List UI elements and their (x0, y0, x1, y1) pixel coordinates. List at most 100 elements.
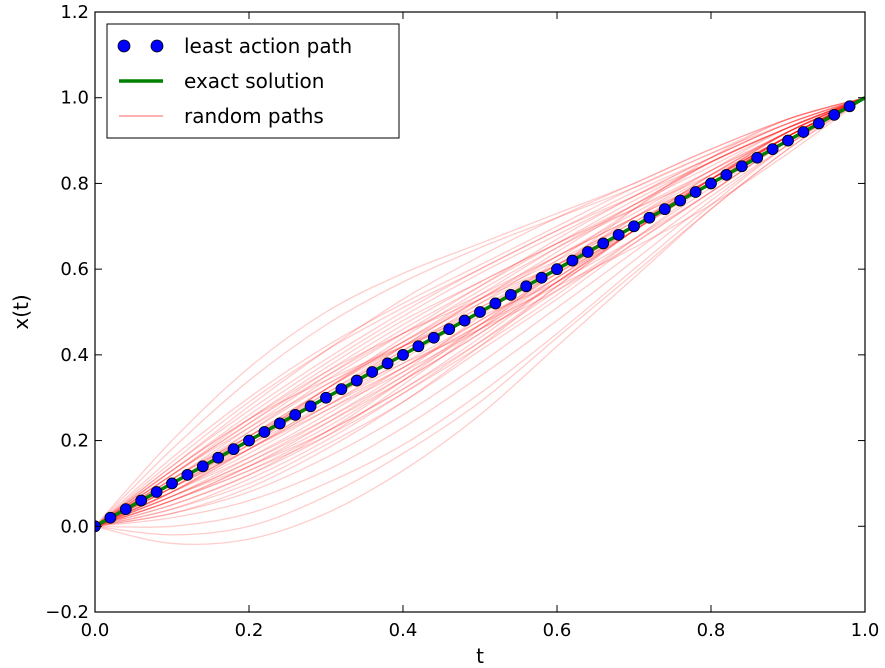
random-path-line (95, 97, 865, 527)
plot-frame (94, 11, 866, 613)
least-action-point (612, 228, 625, 241)
x-tick-label: 0.6 (543, 620, 572, 641)
random-path-line (95, 97, 865, 527)
least-action-point (104, 511, 117, 524)
least-action-point (458, 314, 471, 327)
least-action-point (412, 340, 425, 353)
least-action-point (520, 280, 533, 293)
least-action-point (443, 323, 456, 336)
least-action-point (381, 357, 394, 370)
least-action-point (658, 203, 671, 216)
random-path-line (95, 97, 865, 527)
least-action-point (427, 331, 440, 344)
least-action-point (720, 168, 733, 181)
least-action-point (273, 417, 286, 430)
random-path-line (95, 97, 865, 527)
random-path-line (95, 97, 865, 527)
random-path-line (95, 97, 865, 527)
random-path-line (95, 97, 865, 527)
random-path-line (95, 97, 865, 527)
least-action-point (628, 220, 640, 233)
least-action-point (166, 477, 178, 490)
least-action-point (350, 374, 363, 387)
least-action-point (366, 366, 379, 378)
least-action-point (227, 443, 240, 456)
least-action-point (304, 400, 317, 413)
least-action-point (643, 211, 656, 224)
legend-marker (150, 39, 164, 53)
x-tick-label: 0.8 (697, 620, 726, 641)
least-action-point (150, 486, 163, 498)
x-axis: 0.0 0.2 0.4 0.6 0.8 1.0 (81, 12, 880, 641)
x-tick-label: 0.0 (81, 620, 110, 641)
y-tick-label: 0.2 (60, 431, 89, 452)
least-action-point (212, 451, 225, 464)
legend-entry-exact-solution: exact solution (119, 69, 324, 93)
random-path-line (95, 97, 865, 527)
x-tick-label: 0.2 (235, 620, 264, 641)
random-paths-series (95, 97, 865, 546)
random-path-line (95, 97, 865, 527)
least-action-point (766, 143, 779, 156)
legend-label: least action path (184, 34, 352, 58)
random-path-line (95, 97, 865, 527)
x-tick-label: 0.4 (389, 620, 418, 641)
random-path-line (95, 97, 865, 527)
y-tick-label: −0.2 (45, 602, 89, 623)
legend: least action path exact solution random … (106, 23, 400, 139)
legend-label: exact solution (184, 69, 324, 93)
random-path-line (95, 97, 865, 536)
least-action-point (751, 151, 764, 164)
least-action-point (135, 494, 148, 507)
least-action-point (258, 426, 271, 438)
random-path-line (95, 97, 865, 527)
y-tick-label: 0.0 (60, 516, 89, 537)
y-tick-label: 0.8 (60, 173, 89, 194)
random-path-line (95, 97, 865, 527)
y-tick-label: 0.4 (60, 345, 89, 366)
least-action-point (828, 108, 841, 121)
least-action-point (689, 186, 702, 198)
least-action-path-series (95, 100, 856, 533)
least-action-point (782, 134, 794, 147)
least-action-point (535, 271, 548, 284)
y-axis-label: x(t) (9, 294, 33, 329)
random-path-line (95, 97, 865, 527)
least-action-point (504, 288, 517, 301)
least-action-point (735, 160, 748, 173)
least-action-point (705, 177, 717, 190)
random-path-line (95, 97, 865, 527)
least-action-point (674, 194, 687, 207)
least-action-point (489, 297, 502, 310)
least-action-point (797, 126, 810, 138)
random-path-line (95, 97, 865, 527)
least-action-point (243, 434, 255, 447)
least-action-point (474, 306, 486, 318)
legend-entry-random-paths: random paths (119, 104, 324, 128)
random-path-line (95, 97, 865, 527)
random-path-line (95, 97, 865, 546)
y-tick-label: 1.0 (60, 88, 89, 109)
x-axis-label: t (476, 644, 484, 668)
least-action-point (119, 503, 132, 516)
random-path-line (95, 97, 865, 527)
least-action-point (196, 460, 209, 473)
random-path-line (95, 97, 865, 527)
least-action-point (181, 468, 194, 481)
random-path-line (95, 97, 865, 527)
random-path-line (95, 97, 865, 528)
random-path-line (95, 97, 865, 527)
y-tick-label: 1.2 (60, 2, 89, 23)
random-path-line (95, 97, 865, 527)
y-axis: −0.2 0.0 0.2 0.4 0.6 0.8 1.0 1.2 (45, 2, 865, 623)
least-action-point (320, 391, 332, 404)
x-tick-label: 1.0 (851, 620, 880, 641)
least-action-point (335, 383, 348, 396)
random-path-line (95, 97, 865, 527)
legend-label: random paths (184, 104, 324, 128)
least-action-point (566, 254, 579, 267)
least-action-point (597, 237, 610, 250)
random-path-line (95, 97, 865, 527)
random-path-line (95, 97, 865, 527)
